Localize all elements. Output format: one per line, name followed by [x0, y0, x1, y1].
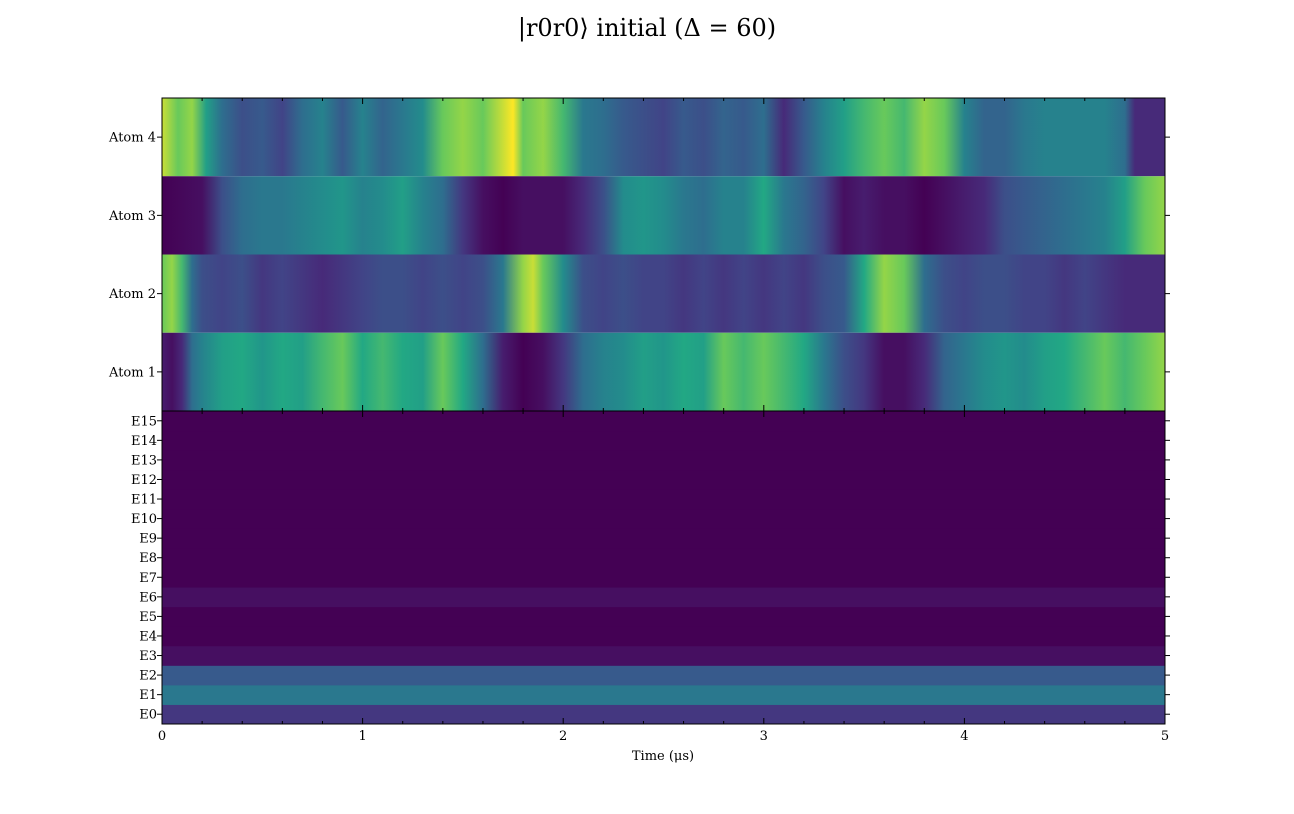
y-tick-label-atom-1: Atom 1: [108, 365, 156, 380]
heatmap-row-e4: [162, 626, 1165, 647]
heatmap-row-e3: [162, 645, 1165, 666]
heatmap-row-e6: [162, 587, 1165, 608]
x-tick-label: 4: [960, 729, 968, 744]
heatmap-row-atom-1: [162, 332, 1165, 411]
heatmap-row-e11: [162, 489, 1165, 510]
y-tick-label-e11: E11: [131, 493, 157, 508]
heatmap-row-e2: [162, 665, 1165, 686]
y-tick-label-e5: E5: [139, 610, 157, 625]
heatmap-row-atom-4: [162, 98, 1165, 177]
x-tick-label: 2: [559, 729, 567, 744]
heatmap-row-e13: [162, 450, 1165, 471]
x-tick-label: 3: [760, 729, 768, 744]
y-tick-label-e2: E2: [139, 669, 157, 684]
y-tick-label-e14: E14: [131, 434, 157, 449]
heatmap-row-e10: [162, 508, 1165, 529]
y-tick-label-e13: E13: [131, 453, 157, 468]
y-tick-label-e15: E15: [131, 414, 157, 429]
chart-title: |r0r0⟩ initial (Δ = 60): [518, 14, 776, 43]
x-axis-label: Time (μs): [632, 749, 694, 764]
bottom-panel-frame: [161, 410, 1166, 725]
heatmap-row-e1: [162, 684, 1165, 705]
y-tick-label-e3: E3: [139, 649, 157, 664]
y-tick-label-e9: E9: [139, 532, 157, 547]
heatmap-row-atom-3: [162, 176, 1165, 255]
y-tick-label-e7: E7: [139, 571, 157, 586]
y-tick-label-e10: E10: [131, 512, 157, 527]
y-tick-label-e1: E1: [139, 688, 157, 703]
y-tick-label-e8: E8: [139, 551, 157, 566]
heatmap-row-e15: [162, 411, 1165, 432]
heatmap-row-e0: [162, 704, 1165, 725]
x-tick-label: 1: [358, 729, 366, 744]
y-tick-label-e12: E12: [131, 473, 157, 488]
heatmap-row-e14: [162, 430, 1165, 451]
y-tick-label-e0: E0: [139, 708, 157, 723]
y-tick-label-atom-2: Atom 2: [108, 287, 156, 302]
y-tick-label-e6: E6: [139, 590, 157, 605]
y-tick-label-atom-4: Atom 4: [108, 131, 156, 146]
eigenstate-population-heatmap: E0 E1 E2 E3 E4 E5 E6 E7 E8 E9 E10 E11 E12 E13 E14 E15 0 1…: [131, 410, 1170, 744]
heatmap-row-e5: [162, 606, 1165, 627]
x-tick-label: 5: [1161, 729, 1169, 744]
heatmap-row-e7: [162, 567, 1165, 588]
y-tick-label-e4: E4: [139, 629, 157, 644]
atom-population-heatmap: Atom 1 Atom 2 Atom 3 Atom 4: [108, 97, 1170, 412]
heatmap-row-e8: [162, 547, 1165, 568]
heatmap-row-e12: [162, 469, 1165, 490]
y-tick-label-atom-3: Atom 3: [108, 209, 156, 224]
heatmap-row-atom-2: [162, 254, 1165, 333]
heatmap-row-e9: [162, 528, 1165, 549]
x-tick-label: 0: [158, 729, 166, 744]
